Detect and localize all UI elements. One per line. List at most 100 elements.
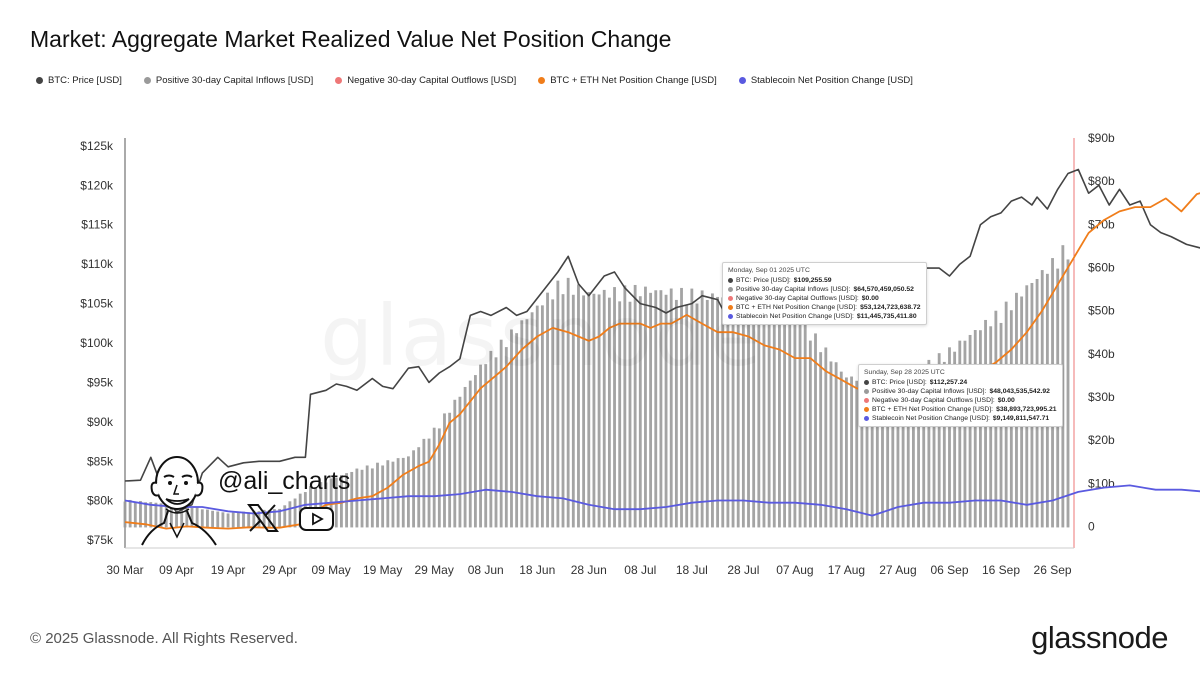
series-line	[124, 168, 1200, 514]
inflow-bar	[427, 438, 431, 528]
tooltip-date: Monday, Sep 01 2025 UTC	[728, 267, 810, 274]
tooltip-value: $0.00	[861, 295, 879, 302]
inflow-bar	[741, 307, 745, 528]
inflow-bar	[747, 294, 750, 528]
inflow-bar	[803, 320, 807, 528]
inflow-bar	[968, 334, 972, 528]
inflow-bar	[437, 428, 441, 528]
x-tick-label: 27 Aug	[879, 563, 916, 577]
x-logo-icon	[247, 504, 279, 532]
x-tick-label: 17 Aug	[828, 563, 865, 577]
inflow-bar	[386, 460, 390, 528]
legend-dot-icon	[143, 77, 151, 84]
inflow-bar	[288, 501, 292, 528]
x-tick-label: 26 Sep	[1034, 563, 1072, 577]
inflow-bar	[252, 510, 256, 528]
inflow-bar	[484, 364, 488, 528]
tooltip-date: Sunday, Sep 28 2025 UTC	[864, 369, 945, 376]
inflow-bar	[726, 294, 730, 528]
inflow-bar	[123, 501, 127, 528]
x-tick-label: 28 Jul	[727, 563, 759, 577]
inflow-bar	[922, 370, 926, 528]
inflow-bar	[540, 305, 544, 528]
inflow-bar	[767, 301, 771, 528]
inflow-bar	[592, 293, 596, 528]
inflow-bar	[226, 513, 230, 528]
tooltip-label: Stablecoin Net Position Change [USD]:	[872, 415, 990, 422]
y-left-tick-label: $75k	[87, 533, 114, 547]
x-tick-label: 29 May	[415, 563, 454, 577]
inflow-bar	[283, 505, 287, 528]
tooltip-row: BTC + ETH Net Position Change [USD]: $38,…	[864, 405, 1057, 414]
inflow-bar	[231, 512, 235, 528]
inflow-bar	[406, 456, 410, 528]
legend-item[interactable]: BTC + ETH Net Position Change [USD]	[538, 75, 717, 86]
y-right-tick-label: $40b	[1088, 347, 1115, 361]
inflow-bar	[200, 509, 204, 528]
inflow-bar	[685, 305, 689, 528]
legend-label: BTC: Price [USD]	[48, 75, 122, 86]
inflow-bar	[664, 294, 668, 528]
y-left-tick-label: $115k	[81, 218, 114, 232]
inflow-bar	[489, 350, 493, 528]
inflow-bar	[829, 361, 833, 528]
inflow-bar	[293, 498, 297, 528]
inflow-bar	[927, 359, 931, 528]
inflow-bar	[546, 292, 549, 528]
tooltip-dot-icon	[728, 314, 733, 319]
legend-item[interactable]: BTC: Price [USD]	[36, 75, 122, 86]
inflow-bar	[566, 277, 570, 528]
legend-item[interactable]: Stablecoin Net Position Change [USD]	[738, 75, 913, 86]
tooltip-label: Positive 30-day Capital Inflows [USD]:	[736, 286, 851, 293]
inflow-bar	[798, 323, 802, 528]
y-right-tick-label: $90b	[1088, 131, 1115, 145]
inflow-bar	[494, 357, 498, 528]
inflow-bar	[448, 412, 452, 528]
inflow-bar	[628, 301, 632, 528]
legend: BTC: Price [USD] Positive 30-day Capital …	[36, 75, 913, 86]
inflow-bar	[613, 287, 616, 528]
inflow-bar	[360, 469, 364, 528]
tooltip-value: $53,124,723,638.72	[860, 304, 921, 311]
x-tick-label: 29 Apr	[262, 563, 297, 577]
tooltip-value: $64,570,459,050.52	[853, 286, 914, 293]
inflow-bar	[793, 308, 797, 528]
inflow-bar	[948, 347, 951, 528]
inflow-bar	[870, 376, 874, 528]
x-tick-label: 16 Sep	[982, 563, 1020, 577]
tooltip-dot-icon	[728, 287, 733, 292]
tooltip-row: BTC + ETH Net Position Change [USD]: $53,…	[728, 303, 921, 312]
inflow-bar	[190, 508, 194, 528]
inflow-bar	[855, 380, 859, 528]
inflow-bar	[881, 377, 884, 528]
tooltip-value: $0.00	[997, 397, 1015, 404]
x-tick-label: 19 May	[363, 563, 402, 577]
y-left-tick-label: $80k	[87, 494, 114, 508]
inflow-bar	[845, 377, 848, 528]
inflow-bar	[932, 367, 936, 528]
legend-item[interactable]: Positive 30-day Capital Inflows [USD]	[143, 75, 314, 86]
inflow-bar	[850, 376, 853, 528]
tooltip-row: Positive 30-day Capital Inflows [USD]: $4…	[864, 387, 1057, 396]
legend-label: BTC + ETH Net Position Change [USD]	[550, 75, 717, 86]
inflow-bar	[638, 296, 642, 528]
inflow-bar	[432, 427, 436, 528]
inflow-bar	[133, 501, 137, 528]
inflow-bar	[778, 306, 781, 528]
legend-label: Positive 30-day Capital Inflows [USD]	[155, 75, 314, 86]
inflow-bar	[128, 499, 132, 528]
inflow-bar	[659, 290, 663, 528]
inflow-bar	[731, 302, 735, 528]
legend-item[interactable]: Negative 30-day Capital Outflows [USD]	[335, 75, 516, 86]
inflow-bar	[896, 383, 900, 528]
inflow-bar	[1066, 259, 1070, 528]
inflow-bar	[911, 373, 915, 528]
tooltip-row: BTC: Price [USD]: $109,255.59	[728, 276, 921, 285]
inflow-bar	[757, 297, 761, 528]
inflow-bar	[169, 504, 173, 528]
inflow-bar	[963, 340, 967, 528]
inflow-bar	[530, 312, 534, 528]
inflow-bar	[886, 385, 890, 528]
tooltip-label: Negative 30-day Capital Outflows [USD]:	[736, 295, 859, 302]
x-tick-label: 08 Jun	[468, 563, 504, 577]
